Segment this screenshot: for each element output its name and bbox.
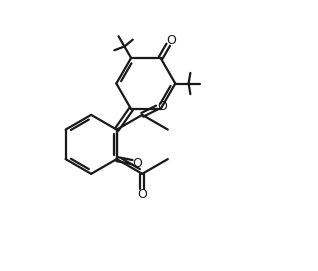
Text: O: O (166, 34, 176, 47)
Text: O: O (137, 188, 147, 201)
Text: O: O (132, 157, 142, 170)
Text: O: O (157, 99, 167, 112)
